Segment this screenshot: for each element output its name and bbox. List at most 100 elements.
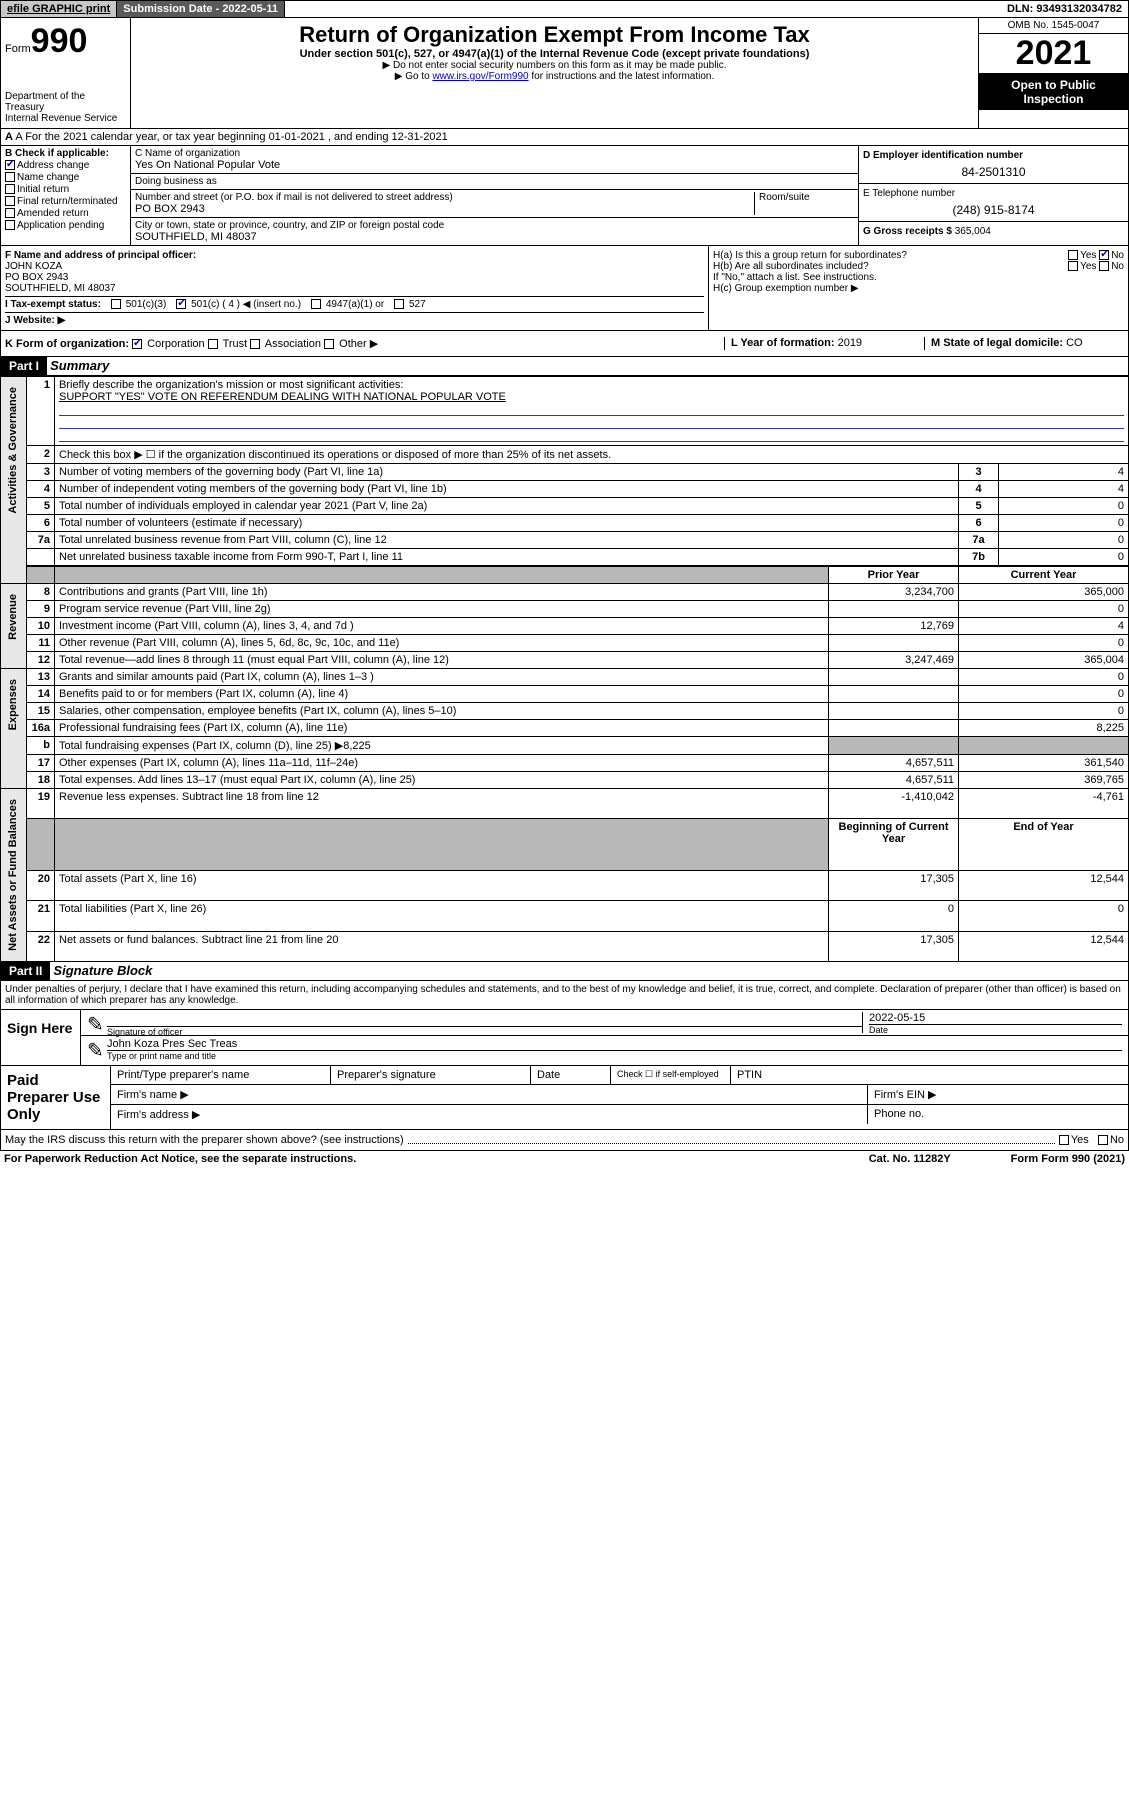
efile-print-button[interactable]: efile GRAPHIC print	[1, 1, 117, 17]
line20-cur: 12,544	[959, 870, 1129, 900]
form-footer-val: Form 990 (2021)	[1041, 1153, 1125, 1165]
line3-label: Number of voting members of the governin…	[55, 464, 959, 481]
row-a-tax-year: A A For the 2021 calendar year, or tax y…	[0, 129, 1129, 146]
final-return-label: Final return/terminated	[17, 196, 118, 207]
l-label: L Year of formation:	[731, 337, 835, 349]
cb-name-change[interactable]: Name change	[5, 172, 126, 183]
dept-treasury: Department of the Treasury	[5, 91, 126, 113]
line10-label: Investment income (Part VIII, column (A)…	[55, 618, 829, 635]
j-label: J Website: ▶	[5, 315, 65, 326]
cb-other[interactable]	[324, 339, 334, 349]
yes-label2: Yes	[1080, 261, 1096, 272]
phone-label: Phone no.	[868, 1105, 1128, 1124]
line16b-cur	[959, 737, 1129, 755]
line7a-label: Total unrelated business revenue from Pa…	[55, 532, 959, 549]
side-ag: Activities & Governance	[5, 379, 21, 522]
ein-value: 84-2501310	[863, 165, 1124, 179]
officer-name-title: John Koza Pres Sec Treas	[107, 1038, 1122, 1050]
line7a-box: 7a	[959, 532, 999, 549]
line17-label: Other expenses (Part IX, column (A), lin…	[55, 755, 829, 772]
line16b-label: Total fundraising expenses (Part IX, col…	[55, 737, 829, 755]
assoc-label: Association	[265, 338, 321, 350]
i-label: I Tax-exempt status:	[5, 299, 101, 310]
hdr-begin: Beginning of Current Year	[829, 819, 959, 871]
submission-date: Submission Date - 2022-05-11	[117, 1, 285, 17]
hb-yes[interactable]	[1068, 261, 1078, 271]
paid-preparer-label: Paid Preparer Use Only	[1, 1066, 111, 1129]
line9-cur: 0	[959, 601, 1129, 618]
line19-label: Revenue less expenses. Subtract line 18 …	[55, 789, 829, 819]
omb-number: OMB No. 1545-0047	[979, 18, 1128, 34]
cb-initial-return[interactable]: Initial return	[5, 184, 126, 195]
section-c: C Name of organization Yes On National P…	[131, 146, 858, 245]
k-label: K Form of organization:	[5, 338, 129, 350]
part2-title: Signature Block	[53, 963, 152, 978]
state-domicile: CO	[1066, 337, 1083, 349]
cb-assoc[interactable]	[250, 339, 260, 349]
line19-prior: -1,410,042	[829, 789, 959, 819]
footer-row: For Paperwork Reduction Act Notice, see …	[0, 1151, 1129, 1167]
firm-ein-label: Firm's EIN ▶	[868, 1085, 1128, 1104]
part1-header: Part I Summary	[0, 357, 1129, 376]
line17-prior: 4,657,511	[829, 755, 959, 772]
line11-cur: 0	[959, 635, 1129, 652]
check-self-label: Check ☐ if self-employed	[611, 1066, 731, 1084]
dba-label: Doing business as	[135, 176, 854, 187]
ha-no[interactable]	[1099, 250, 1109, 260]
cb-amended-return[interactable]: Amended return	[5, 208, 126, 219]
city-state-zip: SOUTHFIELD, MI 48037	[135, 231, 854, 243]
line11-prior	[829, 635, 959, 652]
line15-prior	[829, 703, 959, 720]
line5-label: Total number of individuals employed in …	[55, 498, 959, 515]
form-subtitle: Under section 501(c), 527, or 4947(a)(1)…	[135, 48, 974, 60]
c-label: 501(c) ( 4 ) ◀ (insert no.)	[191, 299, 301, 310]
paperwork-notice: For Paperwork Reduction Act Notice, see …	[4, 1153, 356, 1165]
cb-address-change[interactable]: Address change	[5, 160, 126, 171]
discuss-no[interactable]	[1098, 1135, 1108, 1145]
form-label: Form	[5, 43, 31, 55]
line16b-prior	[829, 737, 959, 755]
top-bar: efile GRAPHIC print Submission Date - 20…	[0, 0, 1129, 18]
cb-501c[interactable]: 501(c) ( 4 ) ◀ (insert no.)	[176, 299, 301, 310]
line3-val: 4	[999, 464, 1129, 481]
cb-527[interactable]: 527	[394, 299, 425, 310]
line7b-val: 0	[999, 549, 1129, 567]
sign-here-label: Sign Here	[1, 1010, 81, 1065]
ptin-label: PTIN	[731, 1066, 1128, 1084]
cb-final-return[interactable]: Final return/terminated	[5, 196, 126, 207]
officer-name: JOHN KOZA	[5, 261, 704, 272]
cb-trust[interactable]	[208, 339, 218, 349]
line6-box: 6	[959, 515, 999, 532]
form-note-link: ▶ Go to www.irs.gov/Form990 for instruct…	[135, 71, 974, 82]
cat-number: Cat. No. 11282Y	[869, 1153, 951, 1165]
irs-label: Internal Revenue Service	[5, 113, 126, 124]
discuss-yes[interactable]	[1059, 1135, 1069, 1145]
other-label: Other ▶	[339, 338, 378, 350]
section-deg: D Employer identification number 84-2501…	[858, 146, 1128, 245]
cb-4947[interactable]: 4947(a)(1) or	[311, 299, 384, 310]
yes-label: Yes	[1080, 250, 1096, 261]
d-label: D Employer identification number	[863, 150, 1124, 161]
pen-icon-2: ✎	[87, 1038, 107, 1063]
gross-receipts: 365,004	[955, 226, 991, 237]
hb-no[interactable]	[1099, 261, 1109, 271]
line18-prior: 4,657,511	[829, 772, 959, 789]
irs-gov-link[interactable]: www.irs.gov/Form990	[432, 71, 528, 82]
cb-corp[interactable]	[132, 339, 142, 349]
type-name-label: Type or print name and title	[107, 1050, 1122, 1061]
year-formation: 2019	[838, 337, 862, 349]
part1-label: Part I	[1, 357, 47, 375]
discuss-no-label: No	[1110, 1134, 1124, 1146]
cb-501c3[interactable]: 501(c)(3)	[111, 299, 166, 310]
c-name-label: C Name of organization	[135, 148, 854, 159]
line13-cur: 0	[959, 669, 1129, 686]
line8-prior: 3,234,700	[829, 584, 959, 601]
cb-app-pending[interactable]: Application pending	[5, 220, 126, 231]
hdr-prior: Prior Year	[829, 566, 959, 584]
org-name: Yes On National Popular Vote	[135, 159, 854, 171]
ha-yes[interactable]	[1068, 250, 1078, 260]
line22-label: Net assets or fund balances. Subtract li…	[55, 931, 829, 961]
line4-box: 4	[959, 481, 999, 498]
c3-label: 501(c)(3)	[126, 299, 167, 310]
hc-label: H(c) Group exemption number ▶	[713, 283, 1124, 294]
